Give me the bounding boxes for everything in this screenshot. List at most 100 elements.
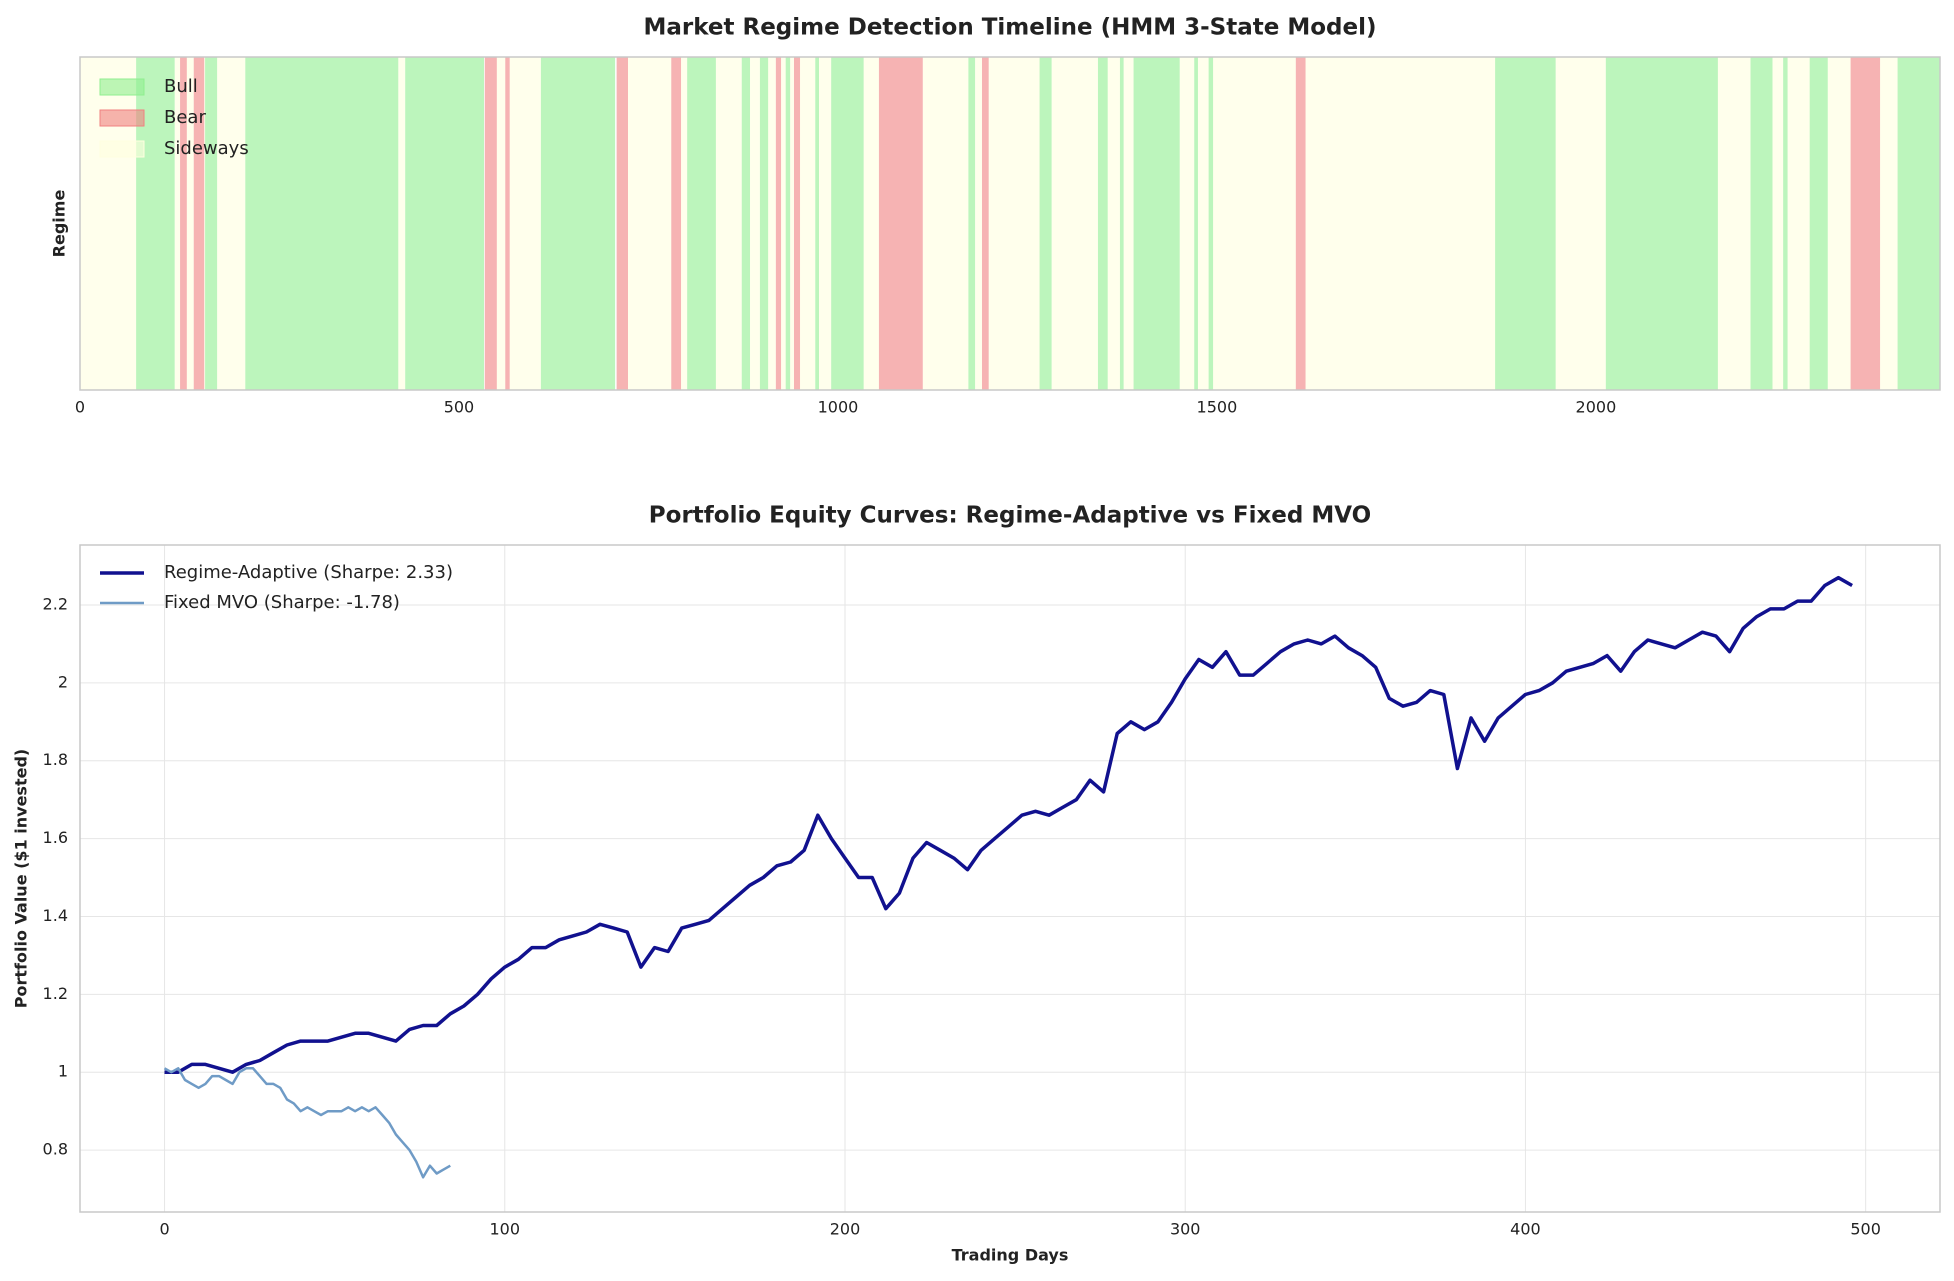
regime-span: [681, 57, 688, 390]
legend-label: Sideways: [164, 138, 249, 159]
regime-span: [1179, 57, 1195, 390]
equity-line: [164, 575, 1853, 1074]
regime-span: [204, 57, 206, 390]
regime-span: [1605, 57, 1718, 390]
y-tick-label: 0.8: [43, 1140, 68, 1159]
regime-span: [768, 57, 776, 390]
regime-span: [1197, 57, 1209, 390]
x-tick-label: 100: [489, 1220, 520, 1239]
regime-span: [759, 57, 769, 390]
regime-span: [505, 57, 510, 390]
legend-swatch: [99, 140, 145, 158]
legend-label: Fixed MVO (Sharpe: -1.78): [164, 592, 400, 613]
regime-span: [800, 57, 816, 390]
x-tick-label: 2000: [1576, 398, 1617, 417]
axes-frame: [79, 56, 1941, 391]
equity-line: [163, 1067, 451, 1179]
x-tick-label: 1500: [1197, 398, 1238, 417]
x-axis-label: Trading Days: [952, 1246, 1069, 1265]
regime-span: [1051, 57, 1098, 390]
regime-span: [831, 57, 864, 390]
regime-span: [1208, 57, 1214, 390]
y-tick-label: 2: [58, 672, 68, 691]
regime-span: [1097, 57, 1108, 390]
regime-span: [205, 57, 218, 390]
regime-span: [687, 57, 716, 390]
regime-span: [1750, 57, 1773, 390]
x-tick-label: 200: [830, 1220, 861, 1239]
y-tick-label: 1: [58, 1062, 68, 1081]
regime-span: [975, 57, 982, 390]
regime-span: [671, 57, 682, 390]
regime-span: [496, 57, 506, 390]
regime-span: [186, 57, 194, 390]
x-tick-label: 0: [75, 398, 85, 417]
regime-span: [616, 57, 628, 390]
regime-span: [715, 57, 742, 390]
chart-title: Market Regime Detection Timeline (HMM 3-…: [643, 15, 1376, 41]
regime-span: [793, 57, 801, 390]
regime-span: [863, 57, 879, 390]
regime-span: [1555, 57, 1606, 390]
regime-span: [1717, 57, 1751, 390]
legend-swatch: [99, 109, 145, 127]
regime-span: [1119, 57, 1124, 390]
x-tick-label: 500: [444, 398, 475, 417]
regime-span: [1039, 57, 1052, 390]
regime-span: [741, 57, 751, 390]
regime-span: [540, 57, 616, 390]
regime-span: [1897, 57, 1940, 390]
regime-span: [781, 57, 786, 390]
regime-span: [775, 57, 782, 390]
regime-span: [790, 57, 794, 390]
regime-span: [1495, 57, 1556, 390]
y-tick-label: 2.2: [43, 594, 68, 613]
regime-span: [922, 57, 969, 390]
regime-span: [785, 57, 791, 390]
regime-span: [1787, 57, 1810, 390]
regime-span: [968, 57, 976, 390]
legend-label: Regime-Adaptive (Sharpe: 2.33): [164, 562, 453, 583]
regime-span: [1783, 57, 1788, 390]
regime-span: [1827, 57, 1851, 390]
regime-span: [1809, 57, 1828, 390]
x-tick-label: 1000: [818, 398, 859, 417]
regime-span: [180, 57, 187, 390]
regime-span: [627, 57, 672, 390]
regime-span: [1123, 57, 1134, 390]
axes-frame: [79, 544, 1941, 1213]
regime-span: [818, 57, 832, 390]
x-tick-label: 500: [1850, 1220, 1881, 1239]
regime-span: [988, 57, 1040, 390]
regime-span: [484, 57, 497, 390]
regime-span: [174, 57, 181, 390]
regime-span: [1295, 57, 1306, 390]
regime-span: [509, 57, 541, 390]
regime-span: [1213, 57, 1296, 390]
x-tick-label: 0: [159, 1220, 169, 1239]
regime-span: [398, 57, 406, 390]
legend-label: Bear: [164, 107, 206, 128]
regime-span: [1850, 57, 1881, 390]
chart-title: Portfolio Equity Curves: Regime-Adaptive…: [649, 503, 1371, 529]
regime-span: [1880, 57, 1898, 390]
regime-span: [193, 57, 205, 390]
y-tick-label: 1.8: [43, 750, 68, 769]
legend-label: Bull: [164, 76, 198, 97]
x-tick-label: 300: [1170, 1220, 1201, 1239]
y-axis-label: Regime: [50, 190, 69, 258]
y-tick-label: 1.4: [43, 906, 68, 925]
regime-span: [1133, 57, 1180, 390]
regime-span: [245, 57, 399, 390]
regime-span: [750, 57, 760, 390]
y-axis-label: Portfolio Value ($1 invested): [12, 749, 31, 1008]
legend-swatch: [99, 78, 145, 96]
regime-span: [1194, 57, 1198, 390]
regime-span: [405, 57, 484, 390]
x-tick-label: 400: [1510, 1220, 1541, 1239]
regime-span: [878, 57, 923, 390]
regime-span: [1305, 57, 1496, 390]
regime-span: [217, 57, 246, 390]
regime-span: [80, 57, 137, 390]
